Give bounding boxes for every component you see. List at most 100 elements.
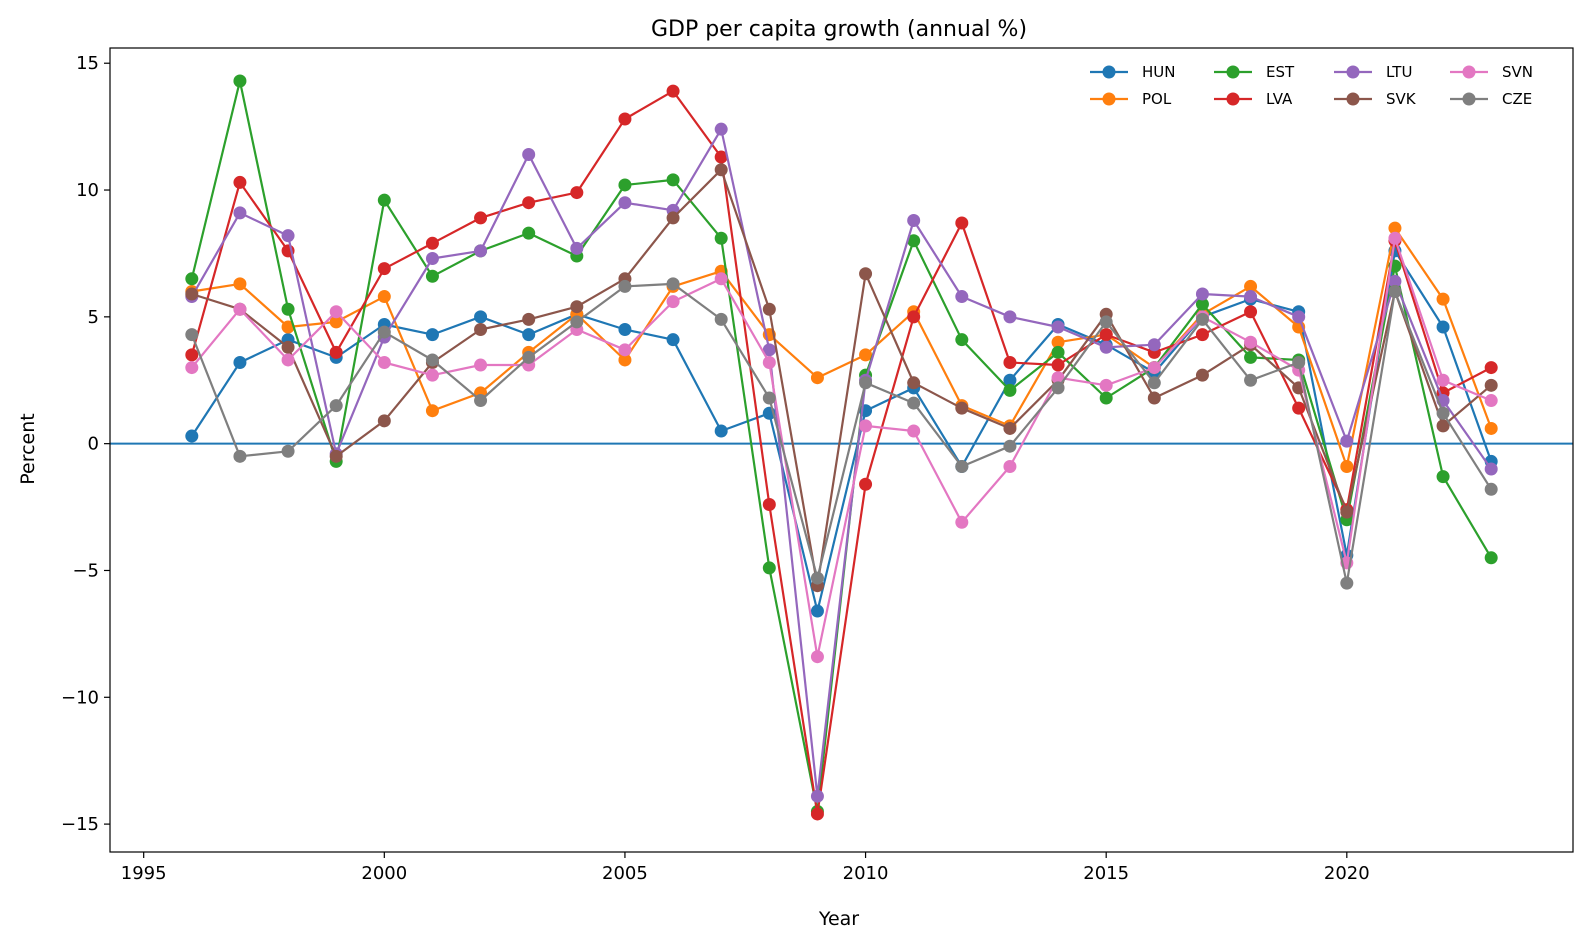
data-point-lva-2013 <box>1003 355 1017 369</box>
legend-label-pol: POL <box>1142 90 1172 108</box>
data-point-svn-2008 <box>762 355 776 369</box>
data-point-lva-2005 <box>618 112 632 126</box>
data-point-hun-1997 <box>233 355 247 369</box>
data-point-svn-2001 <box>425 368 439 382</box>
data-point-cze-2001 <box>425 353 439 367</box>
y-tick-label-5: 5 <box>88 307 99 328</box>
data-point-svk-2007 <box>714 163 728 177</box>
data-point-hun-2003 <box>522 328 536 342</box>
data-point-lva-2011 <box>907 310 921 324</box>
legend-label-cze: CZE <box>1502 90 1532 108</box>
data-point-pol-1999 <box>329 315 343 329</box>
data-point-svn-1999 <box>329 305 343 319</box>
data-point-lva-2017 <box>1195 328 1209 342</box>
data-point-ltu-2008 <box>762 343 776 357</box>
data-point-lva-2003 <box>522 196 536 210</box>
data-point-ltu-2018 <box>1244 290 1258 304</box>
data-point-cze-2021 <box>1388 284 1402 298</box>
legend-label-svn: SVN <box>1502 63 1533 81</box>
data-point-svk-1999 <box>329 449 343 463</box>
series-line-svk <box>191 168 1492 587</box>
data-point-cze-1996 <box>185 328 199 342</box>
data-point-pol-2009 <box>810 371 824 385</box>
data-point-svn-2023 <box>1484 394 1498 408</box>
data-point-svn-2018 <box>1244 335 1258 349</box>
data-point-est-1997 <box>233 74 247 88</box>
y-tick-label-10: 10 <box>76 180 99 201</box>
data-point-svk-2000 <box>377 414 391 428</box>
data-point-pol-2014 <box>1051 335 1065 349</box>
data-point-ltu-1997 <box>233 206 247 220</box>
data-point-hun-2006 <box>666 333 680 347</box>
data-point-cze-2006 <box>666 277 680 291</box>
data-point-lva-2002 <box>474 211 488 225</box>
data-point-lva-2014 <box>1051 358 1065 372</box>
data-point-lva-2008 <box>762 498 776 512</box>
data-point-ltu-2020 <box>1340 434 1354 448</box>
data-point-svk-2011 <box>907 376 921 390</box>
legend-label-hun: HUN <box>1142 63 1175 81</box>
data-point-hun-2005 <box>618 323 632 337</box>
data-point-hun-1996 <box>185 429 199 443</box>
y-tick-label--10: −10 <box>61 687 99 708</box>
data-point-svn-2002 <box>474 358 488 372</box>
data-point-cze-2015 <box>1099 315 1113 329</box>
data-point-lva-2012 <box>955 216 969 230</box>
data-point-svn-2015 <box>1099 378 1113 392</box>
data-point-svn-2000 <box>377 355 391 369</box>
legend-label-lva: LVA <box>1266 90 1293 108</box>
legend-marker-hun <box>1102 65 1116 79</box>
legend-label-ltu: LTU <box>1386 63 1412 81</box>
data-point-ltu-2014 <box>1051 320 1065 334</box>
data-point-pol-2001 <box>425 404 439 418</box>
data-point-ltu-1998 <box>281 229 295 243</box>
data-point-ltu-2004 <box>570 241 584 255</box>
data-point-lva-2006 <box>666 84 680 98</box>
data-point-ltu-2002 <box>474 244 488 258</box>
data-point-cze-2014 <box>1051 381 1065 395</box>
data-point-est-2015 <box>1099 391 1113 405</box>
legend-marker-est <box>1226 65 1240 79</box>
data-point-lva-2000 <box>377 262 391 276</box>
data-point-pol-1997 <box>233 277 247 291</box>
data-point-cze-2003 <box>522 350 536 364</box>
series-line-est <box>190 79 1493 813</box>
data-point-cze-2023 <box>1484 482 1498 496</box>
data-point-est-2007 <box>714 231 728 245</box>
data-point-svn-2009 <box>810 650 824 664</box>
data-point-est-2005 <box>618 178 632 192</box>
data-point-est-2001 <box>425 269 439 283</box>
plot-area <box>110 74 1573 821</box>
legend-marker-pol <box>1102 92 1116 106</box>
data-point-svn-2006 <box>666 295 680 309</box>
data-point-lva-1996 <box>185 348 199 362</box>
data-point-svk-2006 <box>666 211 680 225</box>
data-point-lva-2018 <box>1244 305 1258 319</box>
data-point-hun-2013 <box>1003 373 1017 387</box>
data-point-cze-1998 <box>281 444 295 458</box>
data-point-est-2017 <box>1195 297 1209 311</box>
data-point-ltu-2012 <box>955 290 969 304</box>
data-point-lva-2004 <box>570 186 584 200</box>
x-tick-label-1995: 1995 <box>121 863 167 884</box>
data-point-cze-2013 <box>1003 439 1017 453</box>
data-point-svn-2016 <box>1147 361 1161 375</box>
data-point-cze-2004 <box>570 315 584 329</box>
data-point-cze-2011 <box>907 396 921 410</box>
data-point-est-2023 <box>1484 551 1498 565</box>
data-point-est-2008 <box>762 561 776 575</box>
legend: HUN POL EST LVA LTU SVK SVN CZE <box>1090 63 1533 108</box>
data-point-cze-2019 <box>1292 355 1306 369</box>
data-point-cze-2007 <box>714 312 728 326</box>
data-point-lva-2001 <box>425 236 439 250</box>
data-point-cze-2009 <box>810 571 824 585</box>
data-point-svk-2003 <box>522 312 536 326</box>
data-point-svn-2014 <box>1051 371 1065 385</box>
data-point-cze-2008 <box>762 391 776 405</box>
data-point-svk-2023 <box>1484 378 1498 392</box>
data-point-cze-2020 <box>1340 576 1354 590</box>
data-point-ltu-2023 <box>1484 462 1498 476</box>
data-point-pol-2021 <box>1388 221 1402 235</box>
legend-marker-ltu <box>1346 65 1360 79</box>
data-point-hun-2002 <box>474 310 488 324</box>
